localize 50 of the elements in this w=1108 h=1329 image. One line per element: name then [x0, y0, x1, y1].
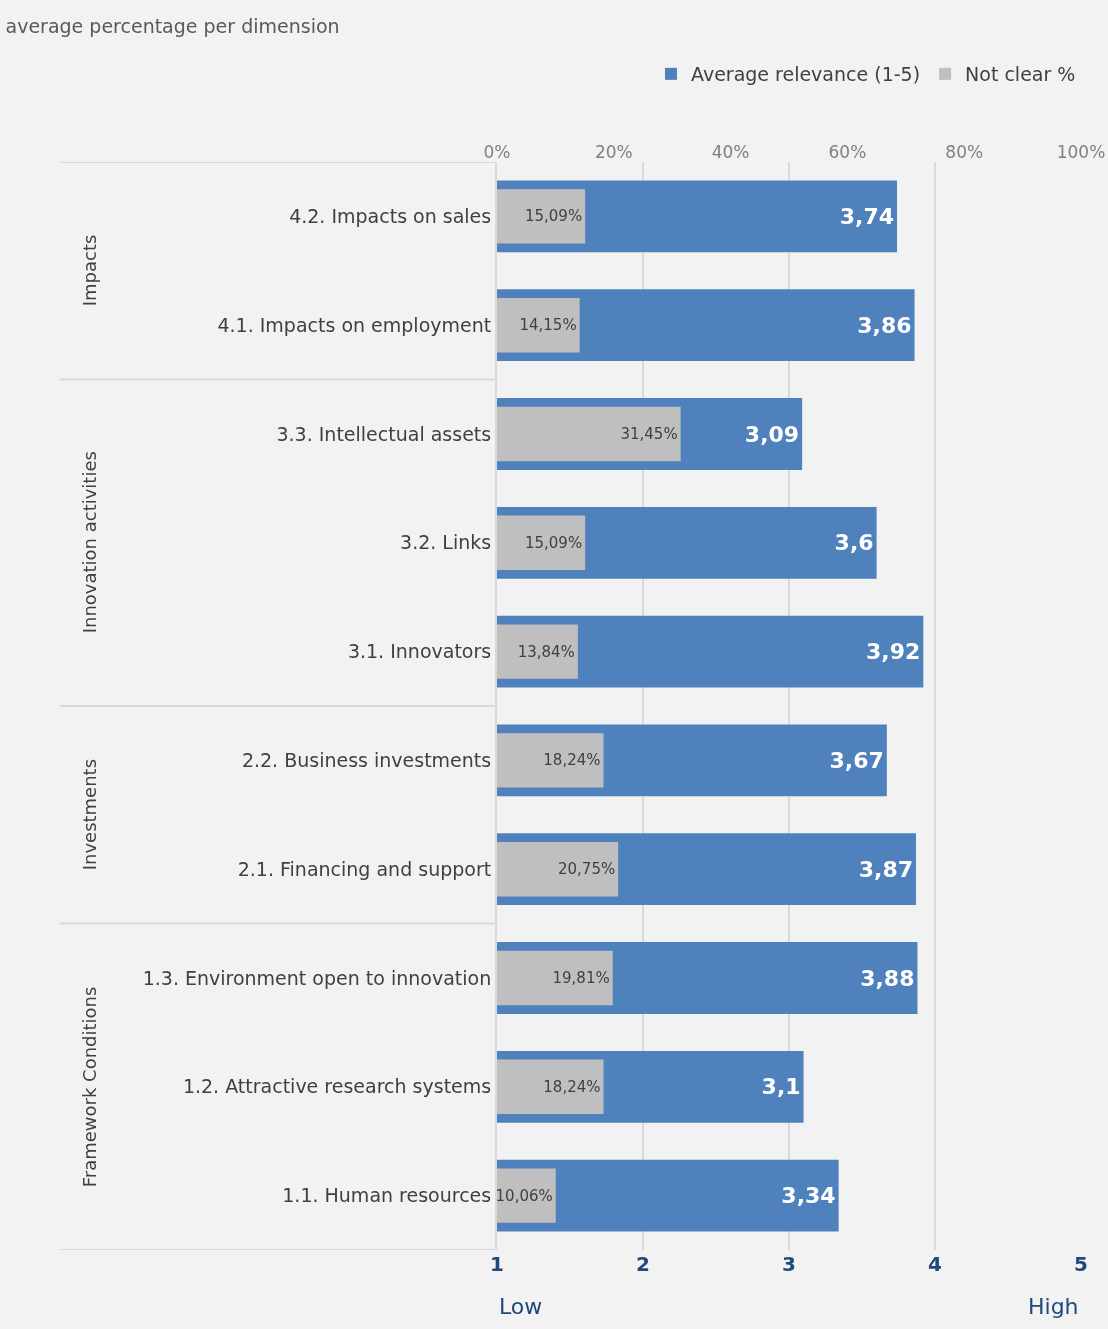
y-tick-label: 3.3. Intellectual assets [276, 422, 492, 445]
text: Impacts [78, 234, 100, 307]
data-label: 20,75% [557, 860, 616, 879]
y-tick-label: 2.2. Business investments [241, 749, 492, 772]
data-label: 14,15% [519, 316, 577, 335]
data-label: 3,74 [839, 203, 895, 229]
y-tick-label: 4.1. Impacts on employment [217, 313, 492, 336]
y-tick-label: 1.2. Attractive research systems [182, 1075, 492, 1098]
y-tick-label: 4.2. Impacts on sales [289, 205, 492, 228]
y-tick-label: 1.3. Environment open to innovation [142, 966, 492, 989]
legend-label: Average relevance (1-5) [691, 63, 921, 86]
data-label: 19,81% [552, 969, 610, 987]
data-label: 3,86 [857, 312, 912, 338]
x-tick-label: 3 [782, 1252, 796, 1276]
data-label: 18,24% [543, 1077, 601, 1096]
text: Low [499, 1294, 543, 1319]
data-label: 3,92 [866, 639, 921, 665]
text: Investments [78, 758, 100, 871]
x2-tick-label: 40% [711, 141, 750, 162]
data-label: 3,6 [834, 530, 874, 556]
y-tick-label: 3.2. Links [400, 531, 492, 554]
x-tick-label: 4 [928, 1252, 942, 1276]
text: High [1028, 1294, 1079, 1319]
x-tick-label: 1 [490, 1252, 504, 1276]
y-tick-label: 2.1. Financing and support [237, 857, 492, 880]
data-label: 3,09 [744, 421, 800, 447]
x2-tick-label: 20% [594, 141, 633, 162]
text: Framework Conditions [78, 986, 100, 1188]
x2-tick-label: 100% [1056, 141, 1106, 162]
legend-label: Not clear % [965, 63, 1076, 86]
data-label: 3,1 [761, 1074, 801, 1100]
data-label: 31,45% [620, 425, 678, 443]
data-label: 13,84% [517, 642, 575, 661]
data-label: 15,09% [524, 207, 583, 226]
y-tick-label: 3.1. Innovators [347, 640, 492, 663]
x2-tick-label: 60% [828, 141, 867, 162]
data-label: 3,67 [829, 747, 884, 773]
x2-tick-label: 80% [945, 141, 984, 162]
x-tick-label: 2 [636, 1252, 650, 1276]
data-label: 3,34 [781, 1183, 836, 1209]
x-tick-label: 5 [1074, 1252, 1088, 1276]
x2-tick-label: 0% [483, 141, 511, 162]
data-label: 18,24% [543, 751, 601, 770]
text: average percentage per dimension [5, 15, 340, 38]
data-label: 3,88 [860, 965, 915, 991]
data-label: 10,06% [495, 1186, 553, 1205]
data-label: 3,87 [858, 856, 914, 882]
y-tick-label: 1.1. Human resources [282, 1184, 492, 1207]
data-label: 15,09% [524, 533, 583, 552]
text: Innovation activities [78, 451, 100, 634]
